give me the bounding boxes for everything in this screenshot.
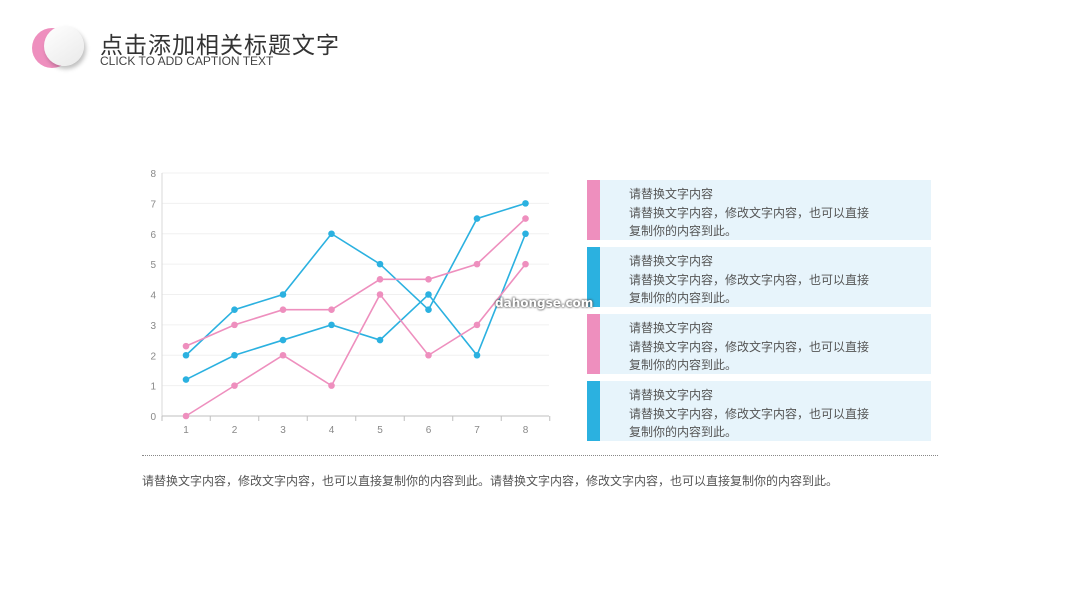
text-box-line: 复制你的内容到此。	[629, 358, 738, 372]
dotted-divider	[142, 455, 938, 456]
data-point	[182, 351, 190, 359]
data-point	[425, 276, 432, 283]
data-point	[425, 351, 432, 359]
x-tick-label: 6	[426, 425, 432, 436]
text-box-line: 请替换文字内容，修改文字内容，也可以直接	[629, 406, 870, 421]
text-box-accent-bar	[587, 381, 600, 441]
bottom-description[interactable]: 请替换文字内容，修改文字内容，也可以直接复制你的内容到此。请替换文字内容，修改文…	[142, 474, 839, 488]
data-point	[279, 306, 287, 313]
data-point	[473, 215, 481, 222]
data-point	[425, 291, 432, 298]
text-box-line: 请替换文字内容，修改文字内容，也可以直接	[629, 272, 870, 287]
data-point	[328, 382, 335, 389]
series-line	[185, 217, 527, 347]
data-point	[328, 306, 335, 313]
text-box-line: 复制你的内容到此。	[629, 425, 738, 439]
data-point	[279, 291, 287, 298]
y-tick-label: 1	[150, 382, 156, 393]
series-line	[185, 233, 527, 381]
text-box-content: 请替换文字内容 请替换文字内容，修改文字内容，也可以直接 复制你的内容到此。	[629, 185, 869, 241]
page-title[interactable]: 点击添加相关标题文字	[100, 33, 340, 59]
y-tick-label: 2	[150, 351, 156, 362]
text-box[interactable]: 请替换文字内容 请替换文字内容，修改文字内容，也可以直接 复制你的内容到此。	[587, 314, 931, 374]
y-tick-label: 8	[150, 169, 156, 180]
data-point	[425, 306, 432, 313]
y-tick-label: 6	[150, 230, 156, 241]
data-point	[376, 336, 384, 344]
text-box-content: 请替换文字内容 请替换文字内容，修改文字内容，也可以直接 复制你的内容到此。	[629, 252, 869, 308]
y-tick-label: 7	[150, 199, 156, 210]
text-box-line: 复制你的内容到此。	[629, 291, 738, 305]
data-point	[328, 321, 335, 329]
data-point	[182, 412, 190, 420]
x-tick-label: 3	[280, 425, 286, 436]
text-box-accent-bar	[587, 314, 600, 374]
series-line	[185, 202, 526, 356]
text-box-heading: 请替换文字内容	[629, 254, 714, 268]
data-point	[231, 321, 238, 329]
text-box-accent-bar	[587, 180, 600, 240]
text-box-heading: 请替换文字内容	[629, 187, 714, 201]
data-point	[231, 306, 238, 313]
text-box-content: 请替换文字内容 请替换文字内容，修改文字内容，也可以直接 复制你的内容到此。	[629, 386, 869, 442]
data-point	[473, 260, 481, 268]
x-tick-label: 7	[474, 425, 480, 436]
x-tick-label: 8	[523, 425, 529, 436]
series-line	[185, 263, 527, 417]
data-point	[522, 215, 529, 222]
watermark: dahongse.com	[495, 296, 594, 310]
text-box-heading: 请替换文字内容	[629, 388, 714, 402]
text-box[interactable]: 请替换文字内容 请替换文字内容，修改文字内容，也可以直接 复制你的内容到此。	[587, 247, 931, 307]
data-point	[473, 351, 481, 359]
data-point	[376, 276, 384, 283]
text-box[interactable]: 请替换文字内容 请替换文字内容，修改文字内容，也可以直接 复制你的内容到此。	[587, 180, 931, 240]
data-point	[522, 200, 529, 207]
data-point	[522, 230, 529, 238]
data-point	[376, 291, 384, 298]
data-point	[473, 321, 481, 329]
data-point	[182, 342, 190, 350]
data-point	[328, 230, 335, 238]
data-point	[182, 376, 190, 383]
text-box-list: 请替换文字内容 请替换文字内容，修改文字内容，也可以直接 复制你的内容到此。 请…	[587, 180, 931, 448]
text-box-accent-bar	[587, 247, 600, 307]
x-tick-label: 1	[183, 425, 189, 436]
text-box-line: 请替换文字内容，修改文字内容，也可以直接	[629, 339, 870, 354]
logo-white-circle	[44, 26, 84, 66]
logo-circles	[30, 26, 90, 68]
data-point	[279, 336, 287, 344]
text-box-line: 请替换文字内容，修改文字内容，也可以直接	[629, 205, 870, 220]
data-point	[522, 260, 529, 268]
text-box-line: 复制你的内容到此。	[629, 224, 738, 238]
y-tick-label: 5	[150, 260, 156, 271]
text-box-content: 请替换文字内容 请替换文字内容，修改文字内容，也可以直接 复制你的内容到此。	[629, 319, 869, 375]
x-tick-label: 5	[377, 425, 383, 436]
y-tick-label: 4	[150, 291, 156, 302]
page-subtitle[interactable]: CLICK TO ADD CAPTION TEXT	[100, 54, 274, 68]
data-point	[376, 260, 384, 268]
text-box[interactable]: 请替换文字内容 请替换文字内容，修改文字内容，也可以直接 复制你的内容到此。	[587, 381, 931, 441]
data-point	[231, 351, 238, 359]
y-tick-label: 0	[150, 412, 156, 423]
x-tick-label: 4	[329, 425, 335, 436]
data-point	[279, 351, 287, 359]
text-box-heading: 请替换文字内容	[629, 321, 714, 335]
data-point	[231, 382, 238, 389]
y-tick-label: 3	[150, 321, 156, 332]
x-tick-label: 2	[232, 425, 238, 436]
